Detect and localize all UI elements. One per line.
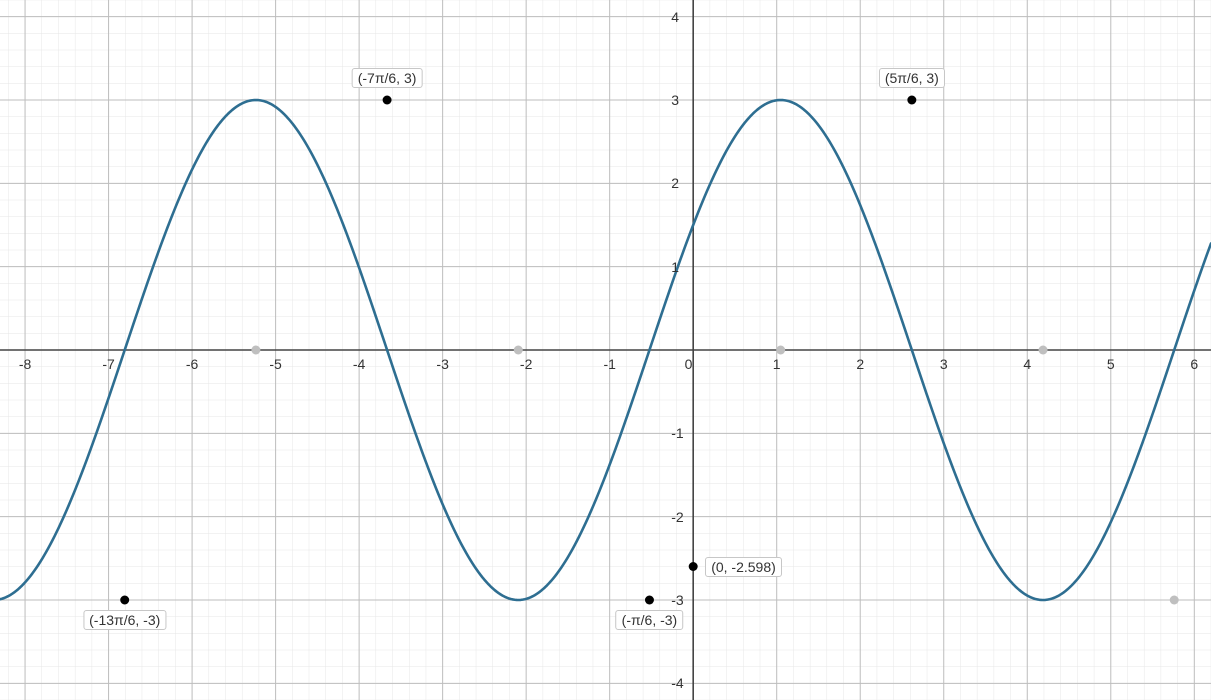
point-label: (-13π/6, -3): [83, 610, 166, 630]
x-tick-label: 3: [940, 356, 948, 372]
y-tick-label: -4: [671, 675, 683, 691]
y-tick-label: -2: [671, 509, 683, 525]
x-tick-label: 1: [773, 356, 781, 372]
y-tick-label: 3: [671, 92, 679, 108]
y-tick-label: -3: [671, 592, 683, 608]
y-tick-label: 1: [671, 259, 679, 275]
x-tick-label: -5: [269, 356, 281, 372]
y-tick-label: -1: [671, 425, 683, 441]
chart-svg: [0, 0, 1211, 700]
x-tick-label: -3: [436, 356, 448, 372]
point-label: (5π/6, 3): [879, 68, 945, 88]
x-tick-label: 2: [856, 356, 864, 372]
x-tick-label: -4: [353, 356, 365, 372]
x-tick-label: -7: [102, 356, 114, 372]
point-label: (-π/6, -3): [616, 610, 684, 630]
x-tick-label: 0: [685, 356, 693, 372]
y-tick-label: 4: [671, 9, 679, 25]
x-tick-label: 6: [1190, 356, 1198, 372]
y-tick-label: 2: [671, 175, 679, 191]
x-tick-label: -2: [520, 356, 532, 372]
x-tick-label: 4: [1023, 356, 1031, 372]
point-label: (0, -2.598): [705, 557, 782, 577]
point-label: (-7π/6, 3): [352, 68, 423, 88]
x-tick-label: -6: [186, 356, 198, 372]
x-tick-label: -8: [19, 356, 31, 372]
x-tick-label: 5: [1107, 356, 1115, 372]
x-tick-label: -1: [603, 356, 615, 372]
sine-chart: -8 -7 -6 -5 -4 -3 -2 -1 0 1 2 3 4 5 6 -4 -3 -2 -1 1 2 3 4 (-13π…: [0, 0, 1211, 700]
